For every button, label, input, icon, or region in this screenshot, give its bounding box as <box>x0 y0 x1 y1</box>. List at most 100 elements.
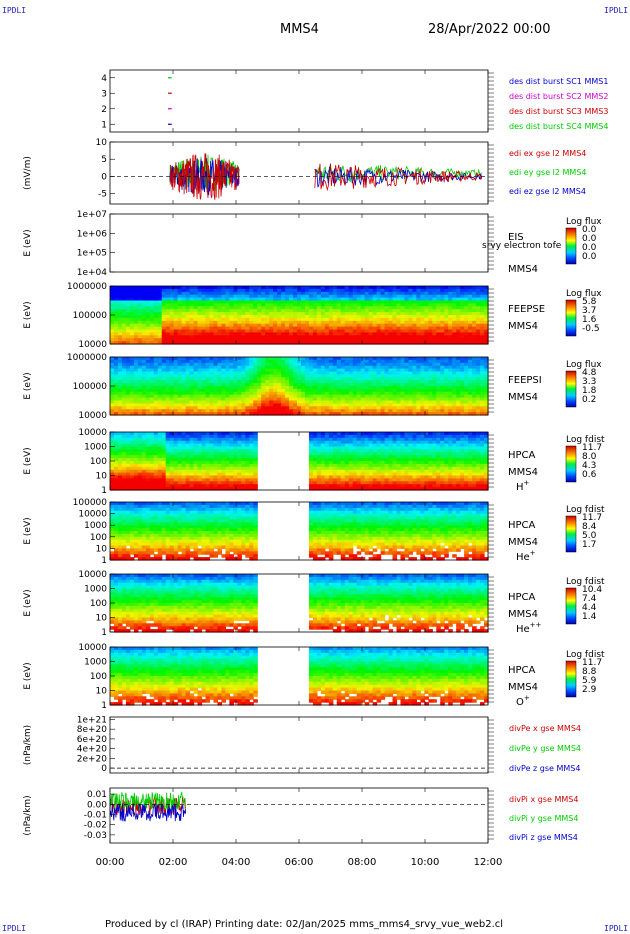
spectrogram-cell <box>436 412 441 416</box>
spectrogram-cell <box>416 386 421 390</box>
spectrogram-cell <box>392 315 398 319</box>
spectrogram-cell <box>261 338 266 342</box>
spectrogram-cell <box>396 300 402 304</box>
spectrogram-cell <box>229 449 234 453</box>
spectrogram-cell <box>376 312 382 316</box>
spectrogram-cell <box>141 478 147 482</box>
spectrogram-cell <box>125 362 131 367</box>
spectrogram-cell <box>181 332 187 336</box>
spectrogram-cell <box>372 380 378 384</box>
spectrogram-cell <box>113 320 119 325</box>
spectrogram-cell <box>253 472 258 477</box>
spectrogram-cell <box>121 388 127 393</box>
spectrogram-cell <box>293 371 298 375</box>
spectrogram-cell <box>293 332 298 336</box>
spectrogram-cell <box>193 452 199 456</box>
spectrogram-cell <box>221 391 226 396</box>
spectrogram-cell <box>265 359 270 364</box>
spectrogram-cell <box>472 386 477 390</box>
spectrogram-cell <box>249 362 254 367</box>
spectrogram-cell <box>213 412 219 416</box>
spectrogram-cell <box>281 294 286 299</box>
spectrogram-cell <box>285 371 290 375</box>
spectrogram-cell <box>117 288 123 293</box>
spectrogram-cell <box>344 300 350 304</box>
spectrogram-cell <box>380 461 386 465</box>
spectrogram-cell <box>336 380 342 384</box>
spectrogram-cell <box>113 386 119 390</box>
spectrogram-cell <box>452 309 457 313</box>
spectrogram-cell <box>300 365 306 370</box>
spectrogram-cell <box>201 332 207 336</box>
spectrogram-cell <box>464 368 469 373</box>
spectrogram-cell <box>328 466 334 471</box>
spectrogram-cell <box>464 386 469 390</box>
spectrogram-cell <box>261 371 266 375</box>
spectrogram-cell <box>145 383 151 387</box>
spectrogram-cell <box>304 357 310 361</box>
spectrogram-cell <box>452 341 457 345</box>
spectrogram-cell <box>312 309 318 313</box>
spectrogram-cell <box>221 303 226 307</box>
spectrogram-cell <box>261 297 266 302</box>
spectrogram-cell <box>205 472 211 477</box>
spectrogram-cell <box>440 320 445 325</box>
spectrogram-cell <box>157 329 163 333</box>
spectrogram-cell <box>340 297 346 302</box>
spectrogram-cell <box>181 291 187 296</box>
spectrogram-cell <box>277 335 282 339</box>
spectrogram-cell <box>149 472 155 477</box>
spectrogram-cell <box>336 484 342 488</box>
spectrogram-cell <box>404 388 410 393</box>
spectrogram-cell <box>376 297 382 302</box>
spectrogram-cell <box>177 335 183 339</box>
spectrogram-cell <box>364 288 370 293</box>
spectrogram-cell <box>241 397 246 402</box>
spectrogram-cell <box>336 320 342 325</box>
spectrogram-cell <box>173 380 179 384</box>
spectrogram-cell <box>245 329 250 333</box>
spectrogram-cell <box>285 323 290 328</box>
spectrogram-cell <box>297 326 302 331</box>
spectrogram-cell <box>173 472 179 477</box>
spectrogram-cell <box>281 394 286 399</box>
spectrogram-cell <box>133 294 139 299</box>
spectrogram-cell <box>464 388 469 393</box>
spectrogram-cell <box>157 380 163 384</box>
spectrogram-cell <box>484 406 489 410</box>
spectrogram-cell <box>388 469 394 474</box>
spectrogram-cell <box>380 397 386 402</box>
spectrogram-cell <box>141 484 147 488</box>
spectrogram-cell <box>392 394 398 399</box>
spectrogram-cell <box>189 432 195 436</box>
spectrogram-cell <box>376 463 382 468</box>
spectrogram-cell <box>392 463 398 468</box>
spectrogram-cell <box>340 286 346 290</box>
spectrogram-cell <box>300 403 306 407</box>
spectrogram-cell <box>320 412 326 416</box>
spectrogram-cell <box>201 291 207 296</box>
spectrogram-cell <box>121 326 127 331</box>
spectrogram-cell <box>308 455 314 459</box>
spectrogram-cell <box>253 446 258 450</box>
spectrogram-cell <box>265 288 270 293</box>
spectrogram-cell <box>281 286 286 290</box>
spectrogram-cell <box>161 317 167 322</box>
spectrogram-cell <box>472 365 477 370</box>
spectrogram-cell <box>153 357 159 361</box>
spectrogram-cell <box>356 466 362 471</box>
spectrogram-cell <box>165 452 171 456</box>
spectrogram-cell <box>452 362 457 367</box>
spectrogram-cell <box>285 362 290 367</box>
spectrogram-cell <box>117 409 123 413</box>
spectrogram-cell <box>440 383 445 387</box>
spectrogram-cell <box>360 406 366 410</box>
spectrogram-cell <box>336 466 342 471</box>
spectrogram-cell <box>420 335 425 339</box>
spectrogram-cell <box>241 297 246 302</box>
spectrogram-cell <box>460 371 465 375</box>
corner-tag-bottom-right: IPDLI <box>604 924 629 933</box>
spectrogram-cell <box>129 472 135 477</box>
spectrogram-cell <box>464 394 469 399</box>
spectrogram-cell <box>348 481 354 485</box>
